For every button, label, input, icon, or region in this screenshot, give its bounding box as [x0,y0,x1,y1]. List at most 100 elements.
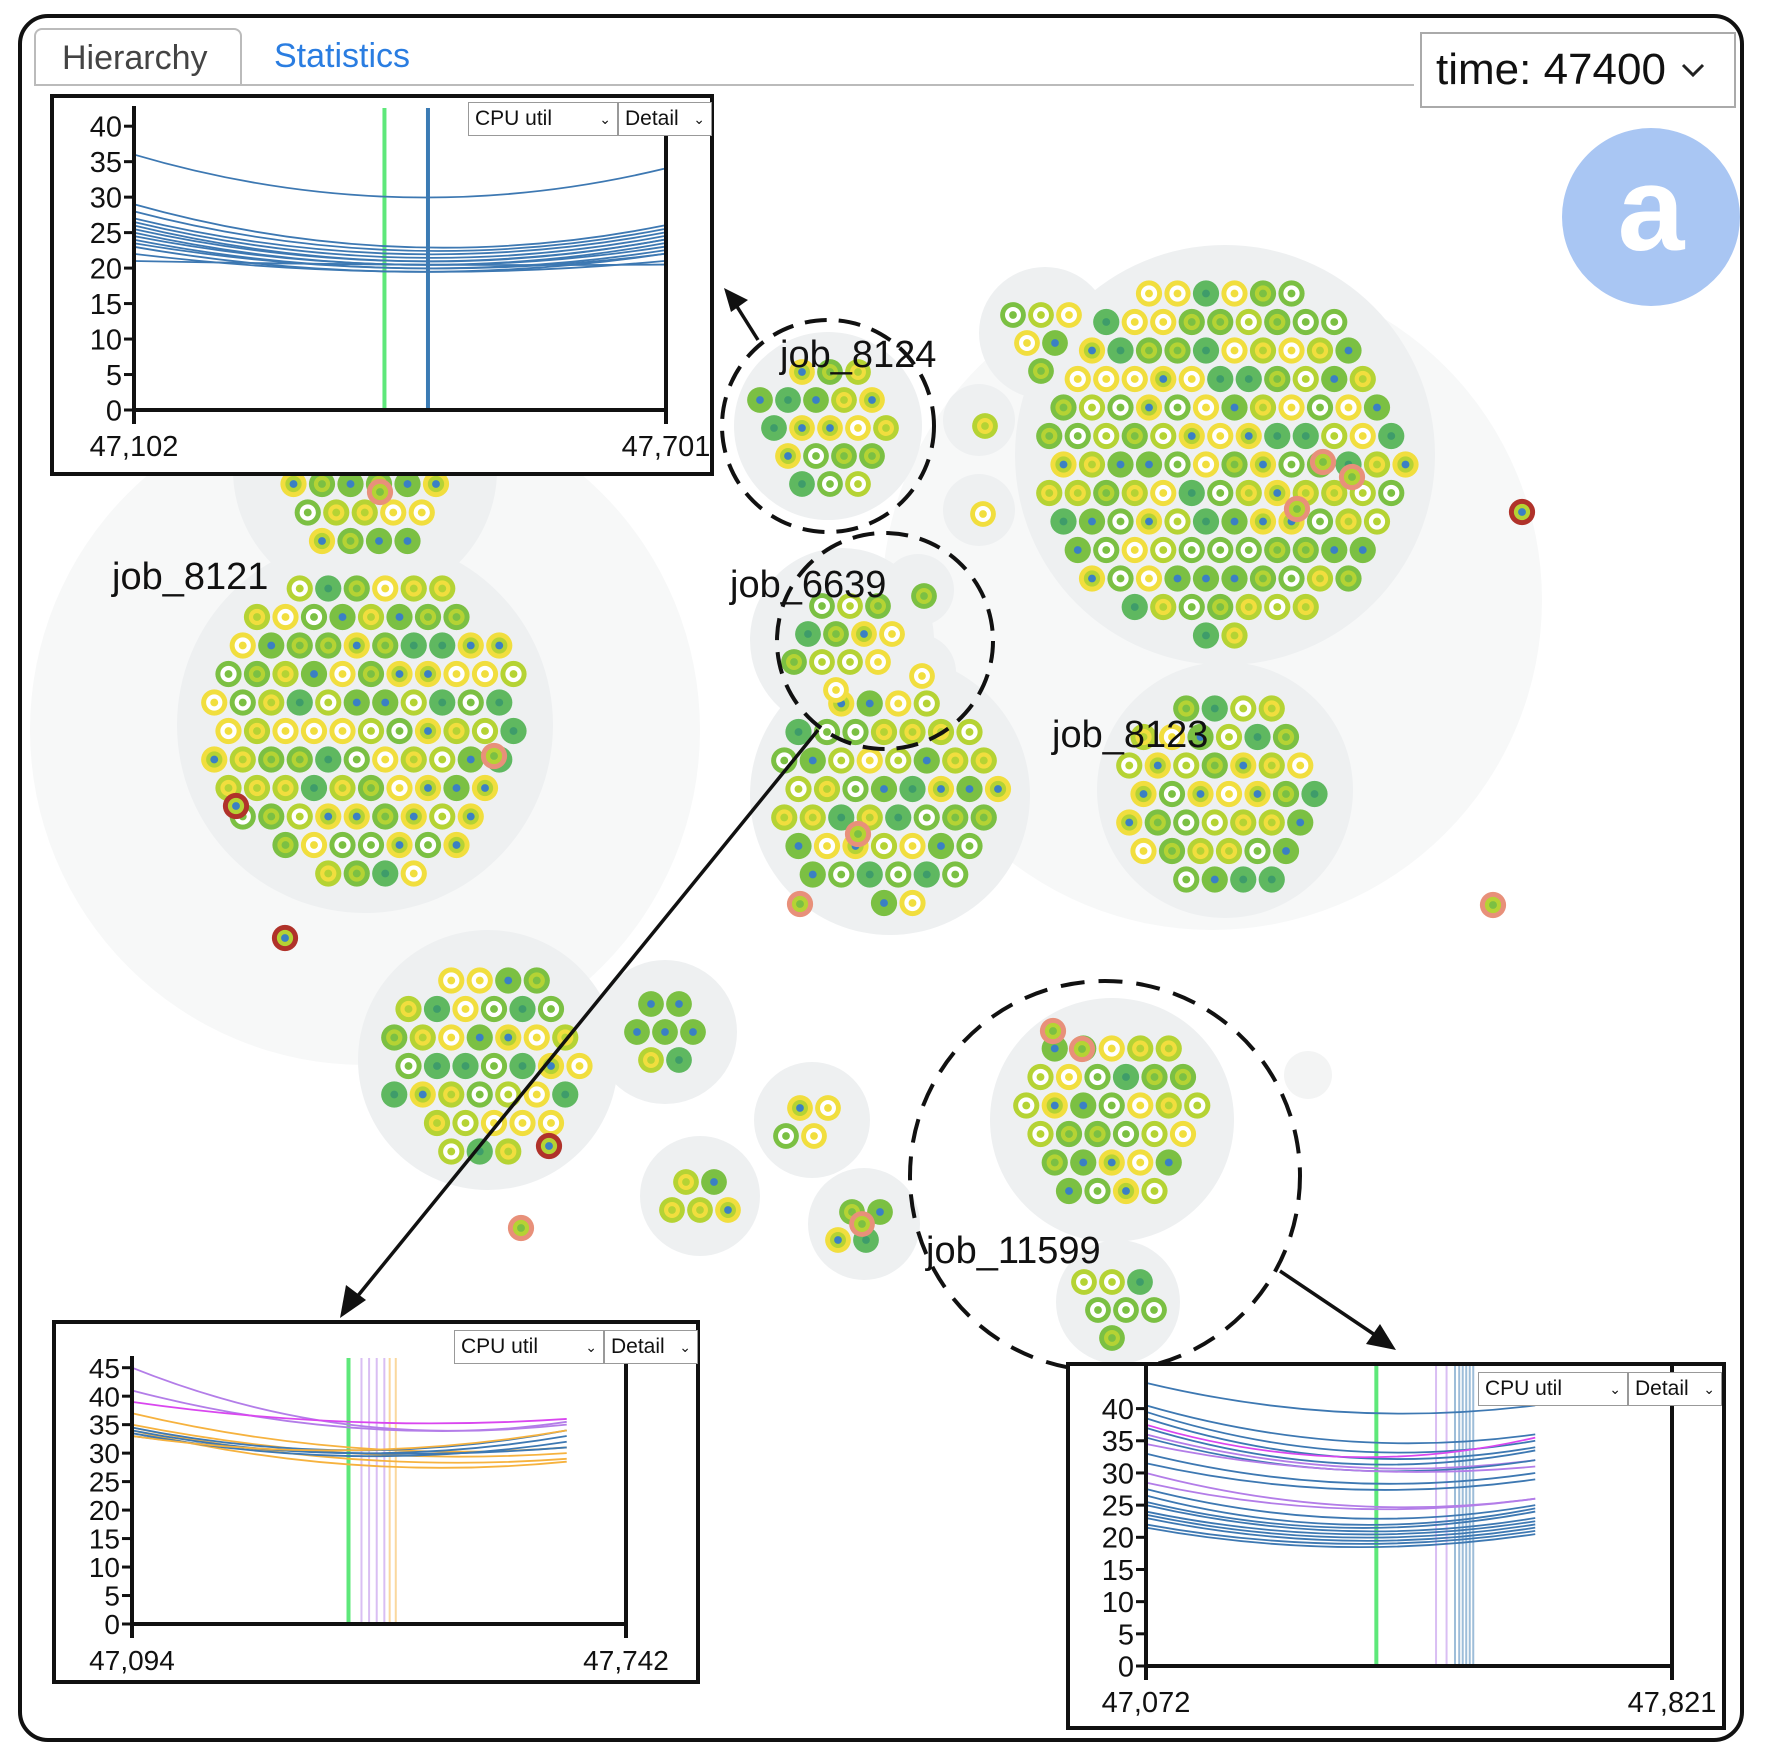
node-glyph[interactable] [1258,695,1285,722]
node-glyph[interactable] [1178,308,1205,336]
node-glyph[interactable] [471,717,499,745]
node-glyph[interactable] [329,717,356,745]
node-glyph[interactable] [1144,809,1171,836]
node-glyph-alert[interactable] [1338,463,1366,491]
node-glyph[interactable] [911,583,937,609]
node-glyph[interactable] [1287,809,1314,836]
node-glyph[interactable] [337,527,364,555]
node-glyph[interactable] [329,660,356,688]
node-glyph-alert[interactable] [366,478,394,506]
node-glyph[interactable] [1321,308,1348,336]
node-glyph[interactable] [865,649,891,675]
node-glyph[interactable] [1055,1177,1083,1205]
node-glyph[interactable] [1164,280,1191,307]
node-glyph[interactable] [438,967,465,994]
node-glyph[interactable] [801,1123,827,1149]
node-glyph[interactable] [970,501,996,527]
mode-select[interactable]: Detail ⌄ [1628,1372,1722,1406]
node-glyph[interactable] [1249,508,1277,535]
node-glyph[interactable] [1130,723,1157,751]
node-glyph[interactable] [773,1123,799,1149]
node-glyph[interactable] [1164,508,1191,535]
node-glyph[interactable] [789,415,815,441]
node-glyph[interactable] [1292,422,1319,450]
node-glyph[interactable] [1155,1092,1182,1119]
node-glyph[interactable] [771,804,798,831]
metric-select[interactable]: CPU util ⌄ [1478,1372,1628,1406]
node-glyph[interactable] [885,747,912,774]
node-glyph[interactable] [1235,308,1262,336]
node-glyph[interactable] [1135,451,1163,478]
node-glyph[interactable] [673,1169,699,1195]
node-glyph[interactable] [899,718,926,746]
node-glyph[interactable] [1349,536,1376,564]
node-glyph[interactable] [970,804,997,831]
node-glyph[interactable] [813,832,841,860]
node-glyph[interactable] [815,1095,841,1121]
node-glyph[interactable] [1264,365,1291,393]
node-glyph[interactable] [624,1019,650,1045]
node-glyph[interactable] [1127,1149,1154,1176]
node-glyph[interactable] [1192,565,1220,592]
node-glyph[interactable] [1113,1297,1139,1323]
node-glyph[interactable] [1321,479,1348,507]
node-glyph[interactable] [486,689,513,716]
node-glyph[interactable] [1155,1149,1182,1176]
node-glyph[interactable] [828,861,855,888]
node-glyph[interactable] [1135,508,1163,535]
node-glyph[interactable] [1041,1092,1068,1119]
node-glyph[interactable] [1084,1063,1111,1091]
node-glyph[interactable] [809,593,835,619]
metric-select[interactable]: CPU util ⌄ [454,1330,604,1364]
node-glyph[interactable] [813,775,841,803]
node-glyph[interactable] [1056,302,1082,328]
node-glyph[interactable] [1164,394,1191,421]
node-glyph[interactable] [394,527,421,555]
node-glyph[interactable] [701,1169,727,1195]
node-glyph-alert[interactable] [1508,498,1536,526]
node-glyph[interactable] [423,1109,451,1137]
node-glyph[interactable] [429,689,456,716]
node-glyph[interactable] [1278,451,1305,478]
node-glyph[interactable] [329,603,356,631]
node-glyph[interactable] [1116,809,1143,836]
node-glyph[interactable] [1178,593,1205,621]
node-glyph[interactable] [1064,365,1091,393]
node-glyph[interactable] [1041,1149,1068,1176]
node-glyph[interactable] [1078,394,1106,421]
node-glyph[interactable] [680,1019,706,1045]
node-glyph[interactable] [799,804,826,831]
node-glyph[interactable] [927,775,955,803]
node-glyph[interactable] [747,387,773,413]
node-glyph[interactable] [984,775,1012,803]
node-glyph[interactable] [523,1081,550,1108]
node-glyph[interactable] [781,649,807,675]
node-glyph[interactable] [1150,593,1177,621]
node-glyph[interactable] [452,1109,479,1137]
node-glyph[interactable] [1158,837,1186,865]
node-glyph[interactable] [1321,422,1348,450]
node-glyph[interactable] [1141,1177,1168,1205]
node-glyph[interactable] [1349,422,1376,450]
node-glyph[interactable] [1141,1063,1168,1091]
node-glyph[interactable] [414,660,442,688]
node-glyph[interactable] [443,660,470,688]
node-glyph[interactable] [1235,593,1262,621]
node-glyph[interactable] [1378,479,1405,507]
node-glyph[interactable] [970,747,997,774]
node-glyph[interactable] [1141,1297,1167,1323]
node-glyph[interactable] [1121,308,1148,336]
node-glyph[interactable] [803,387,829,413]
node-glyph[interactable] [443,774,470,802]
node-glyph[interactable] [1078,508,1106,535]
node-glyph[interactable] [856,690,883,717]
node-glyph[interactable] [1013,1092,1040,1119]
node-glyph[interactable] [423,1052,451,1080]
node-glyph-alert[interactable] [1283,495,1311,523]
node-glyph[interactable] [300,717,328,745]
node-glyph[interactable] [343,575,370,602]
node-glyph[interactable] [1221,508,1248,535]
node-glyph[interactable] [429,575,456,602]
node-glyph[interactable] [357,717,385,745]
node-glyph[interactable] [823,621,849,647]
